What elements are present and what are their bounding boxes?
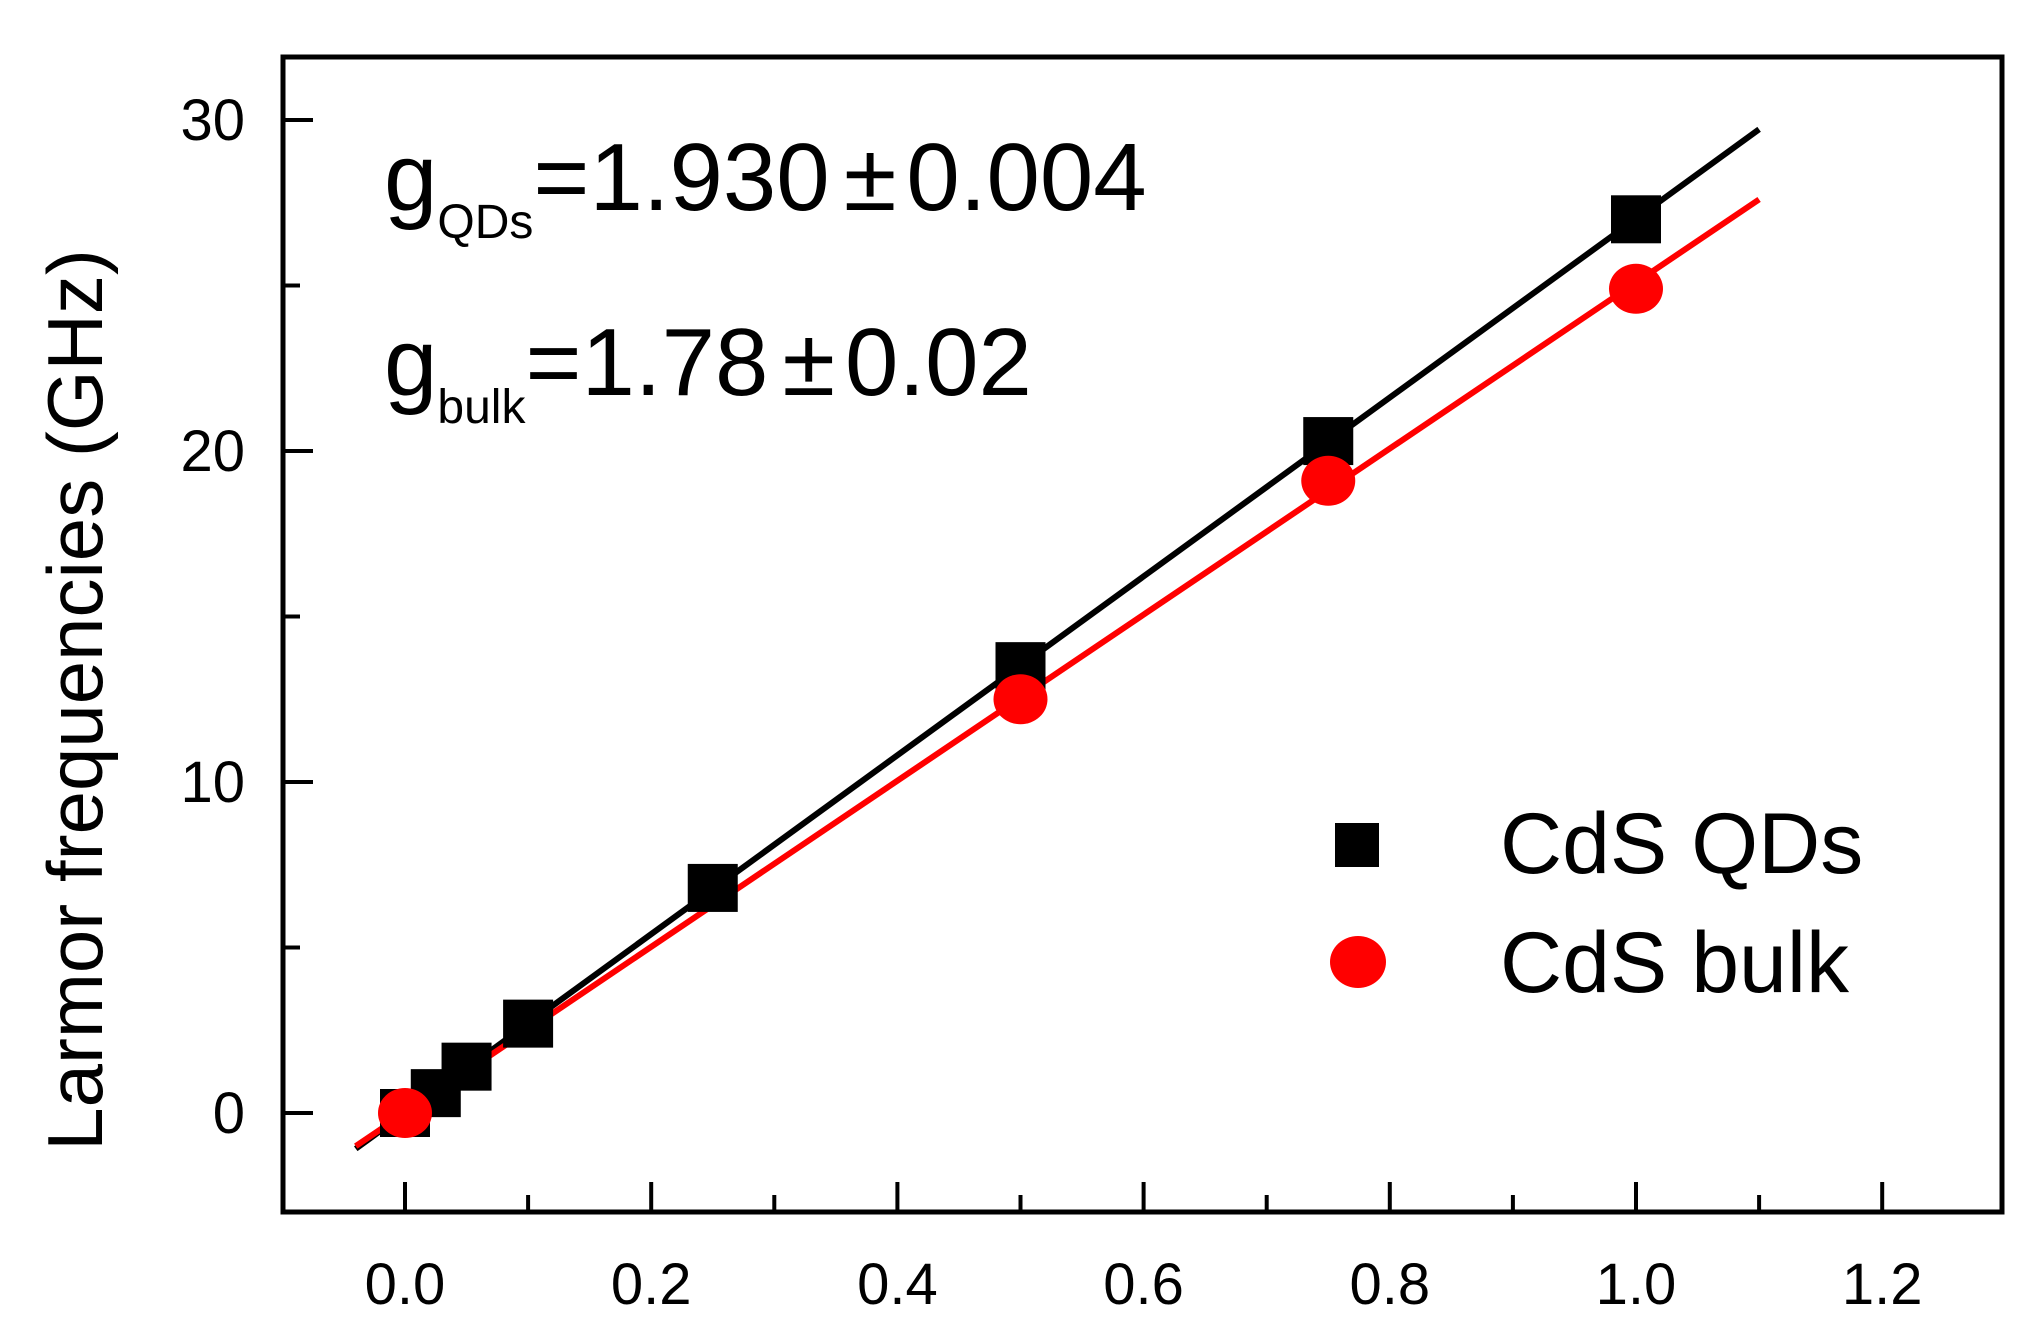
fit-lines	[353, 126, 1761, 1152]
data-markers	[378, 195, 1663, 1138]
annotation-g-bulk-base: g	[384, 309, 437, 416]
data-point-cds-bulk	[378, 1088, 432, 1138]
annotation-g-bulk: gbulk=1.78 ±0.02	[384, 309, 1032, 434]
legend-marker-cds-qds	[1335, 823, 1379, 867]
annotation-g-bulk-err: 0.02	[845, 309, 1032, 416]
y-tick-label: 20	[180, 419, 245, 484]
x-tick-label: 0.0	[365, 1252, 446, 1317]
y-axis-title: Larmor frequencies (GHz)	[31, 249, 119, 1151]
fit-line-cds-qds	[353, 126, 1761, 1152]
legend-label-cds-qds: CdS QDs	[1500, 796, 1863, 892]
data-point-cds-qds	[1611, 195, 1661, 244]
legend-marker-cds-bulk	[1330, 936, 1386, 988]
annotation-g-bulk-value: =1.78	[525, 309, 768, 416]
plot-frame	[280, 54, 2005, 1215]
tick-labels: 0.0 0.2 0.4 0.6 0.8 1.0 1.2 0 10 20 30	[180, 88, 1922, 1317]
data-point-cds-qds	[503, 999, 554, 1048]
annotation-g-qds-value: =1.930	[533, 124, 829, 231]
fit-line-cds-bulk	[354, 196, 1761, 1149]
y-tick-label: 10	[180, 750, 245, 815]
x-tick-label: 0.2	[611, 1252, 692, 1317]
data-point-cds-qds	[441, 1042, 492, 1091]
data-point-cds-bulk	[1301, 455, 1356, 506]
legend-label-cds-bulk: CdS bulk	[1500, 915, 1850, 1011]
annotation-g-bulk-sub: bulk	[437, 381, 526, 434]
legend: CdS QDs CdS bulk	[1330, 796, 1863, 1011]
annotation-g-qds-sub: QDs	[437, 196, 533, 249]
annotation-g-qds-pm: ±	[844, 124, 897, 231]
data-point-cds-qds	[687, 863, 738, 912]
x-tick-label: 1.0	[1596, 1252, 1677, 1317]
axis-ticks	[283, 118, 1885, 1212]
annotation-g-qds-base: g	[384, 124, 437, 231]
annotation-g-qds: gQDs=1.930 ±0.004	[384, 124, 1147, 249]
y-tick-label: 0	[213, 1081, 245, 1146]
x-tick-label: 0.6	[1103, 1252, 1184, 1317]
annotation-g-bulk-pm: ±	[782, 309, 835, 416]
x-tick-label: 1.2	[1842, 1252, 1923, 1317]
y-tick-label: 30	[180, 88, 245, 153]
x-tick-label: 0.4	[857, 1252, 938, 1317]
data-point-cds-bulk	[993, 674, 1048, 725]
data-point-cds-bulk	[1609, 263, 1663, 314]
annotation-g-qds-err: 0.004	[906, 124, 1146, 231]
x-tick-label: 0.8	[1349, 1252, 1430, 1317]
